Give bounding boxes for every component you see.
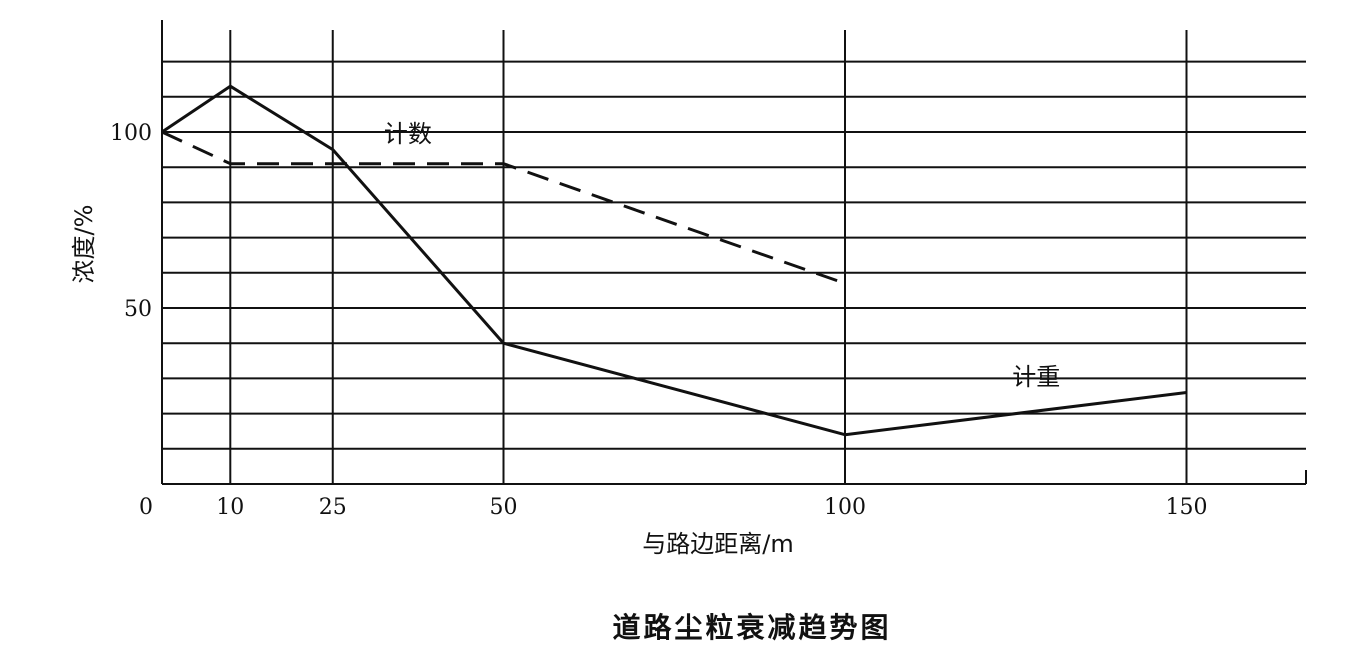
x-tick-labels: 0 10 25 50 100 150 [139,495,1208,520]
y-tick-label: 100 [110,121,152,146]
series-annotation: 计重 [1012,363,1060,391]
x-tick-label: 50 [490,495,518,520]
series-line-0 [161,130,846,285]
chart-title: 道路尘粒衰减趋势图 [612,611,891,644]
x-tick-label: 150 [1166,495,1208,520]
series-layer [161,84,1187,437]
y-tick-labels: 50 100 [110,121,152,322]
series-annotation: 计数 [384,120,432,148]
y-axis-label: 浓度/% [70,205,98,284]
y-tick-label: 50 [124,297,152,322]
x-tick-label: 0 [139,495,153,520]
series-line-1 [161,84,1187,437]
x-tick-label: 25 [319,495,347,520]
x-axis-label: 与路边距离/m [642,530,793,558]
grid [161,20,1307,485]
x-tick-label: 100 [824,495,866,520]
x-tick-label: 10 [216,495,244,520]
